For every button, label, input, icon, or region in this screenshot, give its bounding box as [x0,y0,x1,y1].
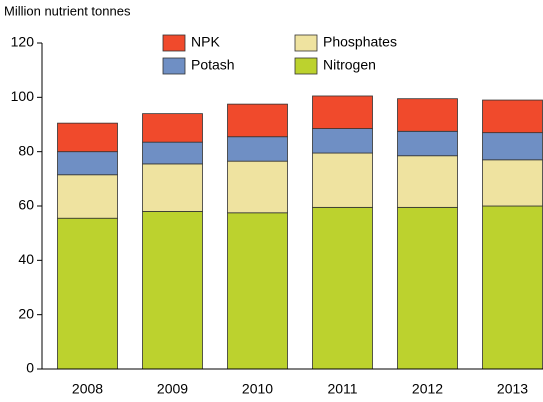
bar-segment [397,206,458,370]
y-tick-label: 0 [26,360,34,376]
legend-label: NPK [191,34,220,50]
bar-segment [57,151,118,176]
bar-segment [57,174,118,219]
x-tick-label: 2009 [157,381,188,397]
bar-segment [312,206,373,370]
bar-segment [312,95,373,129]
x-tick-label: 2011 [327,381,357,397]
x-tick-label: 2010 [242,381,273,397]
x-tick-label: 2012 [412,381,443,397]
y-tick-label: 100 [11,88,35,104]
bar-segment [227,160,288,214]
bar-segment [142,113,203,143]
y-tick-label: 40 [18,251,34,267]
legend-swatch [162,34,186,52]
bar-segment [227,212,288,370]
bar-segment [482,205,543,370]
bar-segment [227,136,288,162]
y-axis-label: Million nutrient tonnes [4,3,131,18]
bar-segment [397,155,458,208]
bar-segment [482,132,543,161]
y-tick-label: 120 [11,34,35,50]
y-tick-label: 80 [18,142,34,158]
legend-swatch [162,57,186,75]
bar-segment [482,99,543,134]
bar-segment [57,217,118,370]
y-tick-label: 20 [18,305,34,321]
legend-swatch [294,57,318,75]
legend-label: Phosphates [323,34,397,50]
legend-label: Nitrogen [323,57,376,73]
legend-swatch [294,34,318,52]
bar-segment [142,141,203,165]
bar-segment [482,159,543,207]
bar-segment [227,103,288,138]
x-tick-label: 2013 [497,381,528,397]
legend-label: Potash [191,57,235,73]
x-tick-label: 2008 [72,381,103,397]
bar-segment [312,128,373,154]
bar-segment [312,152,373,208]
bar-segment [142,211,203,370]
bar-segment [57,122,118,153]
bar-segment [397,98,458,132]
y-tick-label: 60 [18,197,34,213]
bar-segment [142,163,203,212]
bar-segment [397,130,458,157]
